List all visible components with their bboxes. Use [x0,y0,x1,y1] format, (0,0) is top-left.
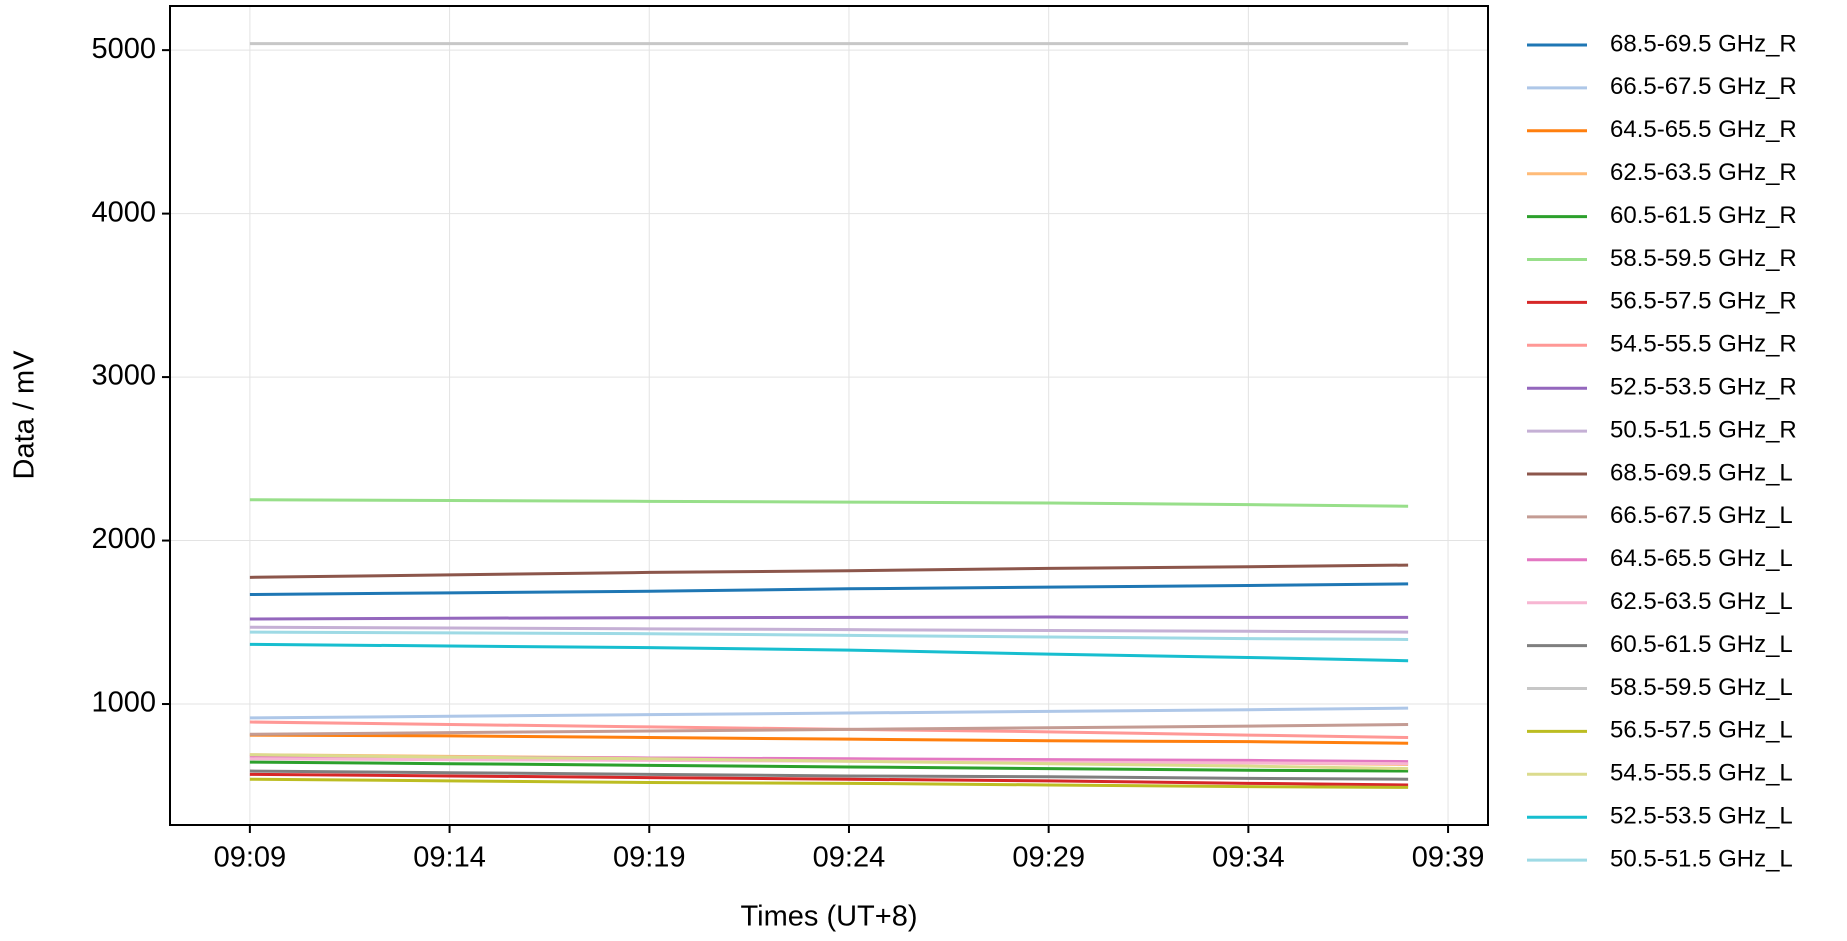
y-tick-label: 2000 [91,523,156,555]
plot-frame [169,5,1489,826]
x-tick-label: 09:09 [214,842,287,874]
y-tick-label: 4000 [91,196,156,228]
series-line [249,772,1409,787]
series-line [249,625,1409,634]
series-line [249,706,1409,720]
x-tick-label: 09:29 [1012,842,1085,874]
y-axis-label: Data / mV [9,350,41,480]
legend-label: 68.5-69.5 GHz_L [1610,459,1793,486]
legend-label: 52.5-53.5 GHz_L [1610,803,1793,830]
series-line [249,582,1409,597]
legend-label: 56.5-57.5 GHz_R [1610,288,1797,315]
legend-label: 54.5-55.5 GHz_R [1610,331,1797,358]
series-line [249,630,1409,641]
x-tick-label: 09:24 [813,842,886,874]
y-tick-label: 5000 [91,33,156,65]
series-line [249,733,1409,745]
legend-label: 60.5-61.5 GHz_L [1610,631,1793,658]
x-tick-label: 09:19 [613,842,686,874]
y-tick-label: 1000 [91,687,156,719]
legend-label: 58.5-59.5 GHz_L [1610,674,1793,701]
x-tick-label: 09:39 [1412,842,1485,874]
x-tick-label: 09:14 [413,842,486,874]
legend-label: 66.5-67.5 GHz_R [1610,73,1797,100]
legend-label: 56.5-57.5 GHz_L [1610,717,1793,744]
series-line [249,769,1409,781]
series-line [249,760,1409,773]
legend-label: 64.5-65.5 GHz_R [1610,116,1797,143]
x-axis-label: Times (UT+8) [741,901,918,933]
legend-label: 58.5-59.5 GHz_R [1610,245,1797,272]
series-line [249,615,1409,621]
y-tick-label: 3000 [91,360,156,392]
series-line [249,563,1409,579]
legend-label: 66.5-67.5 GHz_L [1610,502,1793,529]
series-line [249,498,1409,508]
legend-label: 62.5-63.5 GHz_R [1610,159,1797,186]
legend-label: 62.5-63.5 GHz_L [1610,588,1793,615]
legend-label: 54.5-55.5 GHz_L [1610,760,1793,787]
legend-label: 68.5-69.5 GHz_R [1610,30,1797,57]
series-line [249,722,1409,736]
x-tick-label: 09:34 [1212,842,1285,874]
legend-label: 50.5-51.5 GHz_R [1610,416,1797,443]
series-line [249,777,1409,789]
legend-label: 60.5-61.5 GHz_R [1610,202,1797,229]
legend-label: 50.5-51.5 GHz_L [1610,845,1793,872]
series-line [249,753,1409,771]
series-line [249,642,1409,663]
legend-label: 64.5-65.5 GHz_L [1610,545,1793,572]
legend-label: 52.5-53.5 GHz_R [1610,374,1797,401]
